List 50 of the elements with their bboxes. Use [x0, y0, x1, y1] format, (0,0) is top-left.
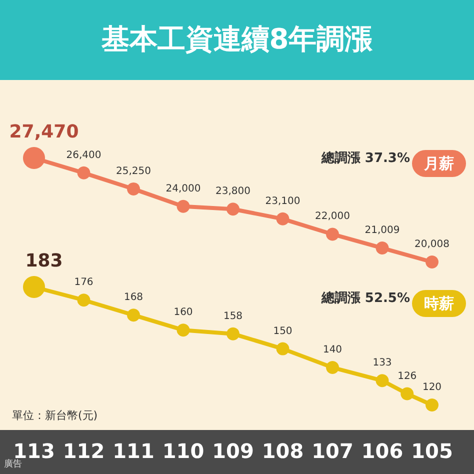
data-label: 23,800 [216, 186, 250, 198]
x-tick-label: 107 [312, 439, 354, 463]
point [400, 387, 414, 400]
point [426, 256, 438, 268]
data-label: 150 [273, 326, 292, 337]
data-label: 24,000 [166, 183, 201, 194]
point [176, 200, 190, 213]
data-label: 27,470 [9, 122, 79, 142]
point [376, 242, 389, 255]
data-label: 22,000 [315, 211, 350, 222]
data-label: 140 [322, 344, 342, 356]
data-label: 20,008 [414, 239, 450, 250]
point [276, 212, 290, 226]
data-label: 158 [223, 310, 243, 322]
x-tick-label: 108 [262, 439, 304, 463]
point [127, 308, 140, 322]
point [326, 228, 339, 241]
chart-title: 基本工資連續8年調漲 [100, 22, 374, 56]
x-tick-label: 106 [361, 439, 404, 463]
x-tick-label: 111 [112, 439, 154, 463]
point [127, 182, 140, 196]
x-tick-label: 109 [212, 439, 254, 463]
x-tick-label: 105 [411, 439, 453, 463]
point [77, 294, 90, 307]
x-tick-label: 112 [62, 439, 105, 463]
point [376, 374, 389, 388]
annotation: 總調漲 37.3% [320, 150, 410, 166]
point [226, 202, 240, 216]
data-label: 26,400 [66, 150, 102, 161]
text: 時薪 [424, 294, 454, 312]
point [176, 324, 190, 337]
data-label: 160 [174, 307, 193, 318]
text: 單位：新台幣(元) [12, 409, 98, 422]
point [426, 398, 438, 412]
annotation: 總調漲 52.5% [320, 290, 410, 306]
data-label: 168 [124, 292, 144, 304]
data-label: 133 [372, 358, 392, 369]
text: 月薪 [423, 154, 454, 172]
point [77, 166, 90, 180]
data-label: 126 [398, 370, 417, 382]
point [226, 327, 240, 340]
data-label: 23,100 [265, 196, 300, 207]
point [276, 342, 290, 356]
point [326, 361, 339, 374]
data-label: 21,009 [364, 225, 400, 236]
data-label: 183 [25, 250, 63, 272]
x-tick-label: 110 [162, 439, 204, 463]
data-label: 176 [74, 277, 94, 288]
data-label: 120 [422, 382, 442, 393]
data-label: 25,250 [116, 166, 151, 177]
